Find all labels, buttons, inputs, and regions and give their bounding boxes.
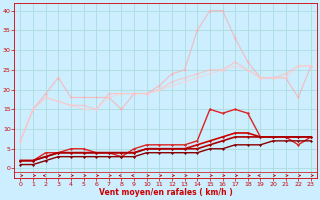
X-axis label: Vent moyen/en rafales ( km/h ): Vent moyen/en rafales ( km/h ) [99, 188, 233, 197]
